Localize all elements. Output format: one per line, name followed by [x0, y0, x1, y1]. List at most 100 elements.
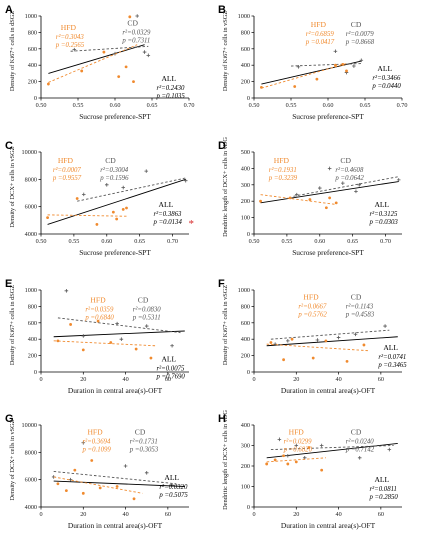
cd-point: [277, 437, 282, 442]
hfd-point: [269, 341, 273, 344]
all-p-value: p =0.0303: [368, 219, 398, 226]
all-r2: r²=0.0811: [369, 486, 396, 493]
hfd-point: [102, 50, 106, 54]
cd-point: [142, 50, 147, 54]
y-tick-label: 600: [241, 46, 250, 53]
cd-label: CD: [351, 292, 362, 301]
cd-point: [294, 443, 299, 448]
y-tick-label: 800: [241, 303, 250, 310]
x-tick-label: 20: [293, 376, 299, 383]
all-fit-line: [53, 330, 185, 338]
cd-point: [286, 339, 290, 343]
hfd-point: [80, 69, 84, 73]
hfd-label: HFD: [311, 20, 327, 29]
all-label: ALL: [383, 343, 398, 352]
cd-p-value: p =0.7311: [121, 37, 150, 44]
x-tick-label: 0: [39, 511, 42, 518]
y-tick-label: 400: [241, 62, 250, 69]
y-tick-label: 0: [247, 369, 250, 376]
panel-a: A 0.50 0.55 0.60 0.65 0.70 0 200 400 600 800 1000 Su…: [5, 4, 194, 121]
y-tick-label: 4000: [25, 231, 37, 238]
hfd-point: [128, 15, 132, 19]
cd-p-value: p =0.4583: [345, 311, 375, 318]
hfd-p-value: p =0.2565: [55, 42, 85, 49]
hfd-r2: r²=0.6859: [306, 31, 335, 38]
x-axis-label: Duration in central area(s)-OFT: [281, 386, 376, 395]
cd-r2: r²=0.3004: [100, 167, 129, 174]
hfd-point: [334, 63, 337, 67]
x-tick-label: 0.65: [347, 238, 358, 245]
hfd-point: [293, 85, 297, 88]
panel-letter: G: [5, 413, 14, 425]
x-tick-label: 0.55: [68, 238, 79, 245]
cd-fit-line: [57, 317, 181, 334]
x-tick-label: 0.70: [380, 238, 391, 245]
cd-point: [317, 186, 322, 190]
hfd-point: [273, 458, 277, 462]
hfd-label: HFD: [58, 156, 74, 165]
cd-point: [146, 53, 151, 58]
cd-label: CD: [105, 156, 116, 165]
all-label: ALL: [374, 475, 389, 484]
panel-c: C 0.50 0.55 0.60 0.65 0.70 4000 6000 8000 10000 Su…: [5, 140, 194, 257]
hfd-label: HFD: [90, 296, 106, 305]
y-tick-label: 400: [241, 165, 250, 172]
cd-point: [294, 192, 299, 197]
all-r2: r²=0.2430: [156, 85, 185, 92]
cd-point: [319, 443, 324, 448]
all-label: ALL: [158, 200, 173, 209]
all-r2: r²=0.0075: [156, 366, 185, 373]
y-tick-label: 1000: [238, 287, 250, 294]
hfd-r2: r²=0.3043: [56, 34, 85, 41]
all-fit-line: [53, 480, 185, 487]
x-tick-label: 0.60: [101, 238, 112, 245]
cd-r2: r²=0.1143: [346, 303, 374, 310]
y-tick-label: 500: [241, 149, 250, 156]
y-tick-label: 600: [241, 320, 250, 327]
hfd-point: [134, 347, 138, 351]
y-tick-label: 4000: [25, 504, 37, 511]
x-axis-label: Duration in central area(s)-OFT: [68, 386, 163, 395]
all-r2: r²=0.0320: [159, 484, 188, 491]
cd-point: [104, 183, 109, 187]
cd-fit-line: [70, 45, 149, 52]
cd-point: [357, 456, 362, 460]
x-tick-label: 0.55: [73, 102, 84, 109]
cd-r2: r²=0.0830: [133, 307, 162, 314]
cd-p-value: p =0.7142: [345, 446, 375, 453]
y-tick-label: 10000: [22, 422, 37, 429]
x-tick-label: 40: [335, 511, 341, 518]
y-tick-label: 0: [247, 231, 250, 238]
hfd-point: [149, 356, 153, 360]
panel-letter: F: [218, 278, 225, 290]
cd-point: [81, 334, 86, 338]
x-tick-label: 40: [335, 376, 341, 383]
x-tick-label: 0.70: [167, 238, 178, 245]
hfd-point: [56, 339, 60, 343]
hfd-point: [69, 323, 72, 326]
all-r2: r²=0.3863: [153, 211, 182, 218]
x-tick-label: 60: [165, 376, 171, 383]
y-tick-label: 100: [241, 215, 250, 222]
hfd-point: [75, 197, 79, 200]
hfd-point: [132, 80, 135, 83]
hfd-point: [290, 337, 294, 341]
cd-label: CD: [340, 156, 351, 165]
hfd-point: [282, 454, 285, 458]
hfd-point: [315, 77, 319, 81]
hfd-point: [90, 459, 94, 462]
hfd-point: [308, 198, 312, 201]
hfd-point: [47, 82, 50, 86]
hfd-fit-line: [48, 44, 138, 83]
panel-b: B 0.50 0.55 0.60 0.65 0.70 0 200 400 600 800 1000 Su…: [218, 4, 407, 121]
x-tick-label: 20: [80, 511, 86, 518]
hfd-p-value: p =0.9557: [52, 175, 82, 182]
all-p-value: p =0.1035: [155, 93, 185, 100]
hfd-point: [96, 319, 100, 323]
hfd-fit-line: [47, 214, 127, 217]
y-tick-label: 300: [241, 443, 250, 450]
all-fit-line: [48, 44, 145, 74]
cd-label: CD: [127, 18, 138, 27]
y-tick-label: 0: [247, 95, 250, 102]
hfd-point: [64, 489, 68, 492]
